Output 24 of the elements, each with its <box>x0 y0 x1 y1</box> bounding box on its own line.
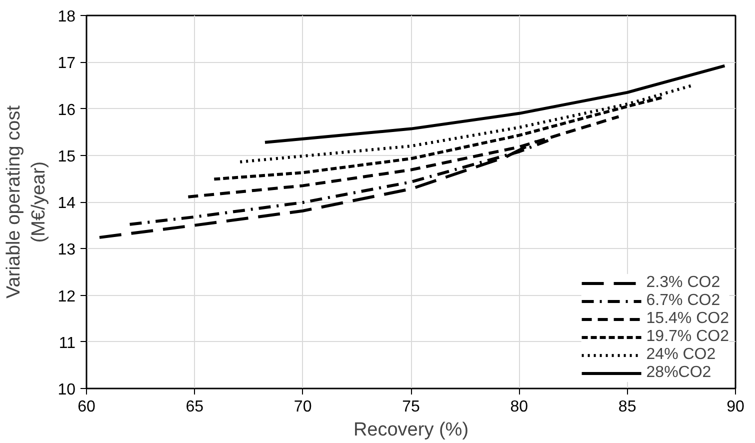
y-axis-title: Variable operating cost (M€/year) <box>4 104 50 298</box>
x-tick-label: 65 <box>186 398 204 416</box>
legend-label: 15.4% CO2 <box>646 310 729 328</box>
y-tick-label: 17 <box>58 55 76 72</box>
y-tick-label: 13 <box>58 242 76 259</box>
legend-label: 24% CO2 <box>646 346 716 364</box>
x-tick-label: 90 <box>726 398 744 416</box>
y-tick-label: 16 <box>58 102 76 119</box>
x-tick-label: 75 <box>402 398 420 416</box>
x-tick-label: 60 <box>78 398 96 416</box>
y-tick-label: 18 <box>58 8 76 26</box>
legend-label: 19.7% CO2 <box>646 328 729 346</box>
y-tick-label: 14 <box>58 195 76 212</box>
y-tick-label: 12 <box>58 288 76 306</box>
x-tick-label: 80 <box>510 398 528 416</box>
x-tick-label: 85 <box>618 398 636 416</box>
x-tick-label: 70 <box>294 398 312 416</box>
y-tick-label: 11 <box>58 334 76 352</box>
legend-label: 6.7% CO2 <box>646 292 720 310</box>
y-tick-label: 10 <box>58 382 76 398</box>
x-axis-title: Recovery (%) <box>353 420 469 440</box>
y-tick-label: 15 <box>58 148 76 166</box>
legend-label: 28%CO2 <box>646 364 712 382</box>
legend-label: 2.3% CO2 <box>646 274 720 292</box>
